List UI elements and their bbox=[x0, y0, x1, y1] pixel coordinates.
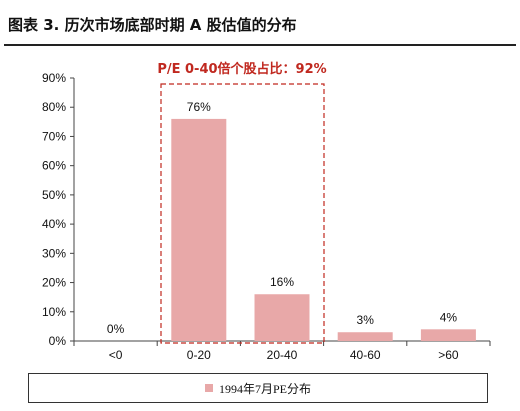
y-tick-label: 90% bbox=[42, 71, 66, 85]
x-tick-label: >60 bbox=[438, 348, 459, 362]
annotation-text: P/E 0-40倍个股占比：92% bbox=[157, 61, 326, 77]
bar bbox=[171, 118, 227, 342]
highlight-box bbox=[160, 83, 325, 344]
bar-data-label: 76% bbox=[187, 100, 211, 114]
bar-data-label: 3% bbox=[357, 313, 375, 327]
y-tick-label: 20% bbox=[42, 276, 66, 290]
bar-data-label: 0% bbox=[107, 322, 125, 336]
bar-data-label: 4% bbox=[440, 310, 458, 324]
y-tick-label: 50% bbox=[42, 188, 66, 202]
x-tick-label: 40-60 bbox=[350, 348, 381, 362]
y-tick-label: 60% bbox=[42, 159, 66, 173]
legend-swatch bbox=[204, 384, 213, 392]
x-tick-label: <0 bbox=[109, 348, 123, 362]
y-tick-label: 40% bbox=[42, 217, 66, 231]
bar bbox=[337, 332, 393, 341]
bar-data-label: 16% bbox=[270, 275, 294, 289]
bar-chart: 0% 10% 20% 30% 40% 50% 60% 70% 80% 90% 0% <0 76% 0-20… bbox=[42, 61, 491, 362]
title-underline bbox=[4, 44, 516, 46]
y-tick-label: 80% bbox=[42, 100, 66, 114]
y-tick-label: 70% bbox=[42, 129, 66, 143]
chart-labels: 0% 10% 20% 30% 40% 50% 60% 70% 80% 90% 0% <0 76% 0-20… bbox=[42, 71, 459, 362]
legend-label: 1994年7月PE分布 bbox=[218, 381, 311, 396]
x-tick-label: 20-40 bbox=[267, 348, 298, 362]
y-tick-label: 10% bbox=[42, 305, 66, 319]
bar bbox=[254, 294, 310, 341]
chart-title: 图表 3. 历次市场底部时期 A 股估值的分布 bbox=[8, 16, 297, 34]
chart-bars bbox=[171, 118, 476, 342]
y-tick-label: 0% bbox=[49, 334, 67, 348]
legend: 1994年7月PE分布 bbox=[28, 373, 488, 403]
x-tick-label: 0-20 bbox=[187, 348, 211, 362]
bar bbox=[420, 329, 476, 341]
y-tick-label: 30% bbox=[42, 246, 66, 260]
